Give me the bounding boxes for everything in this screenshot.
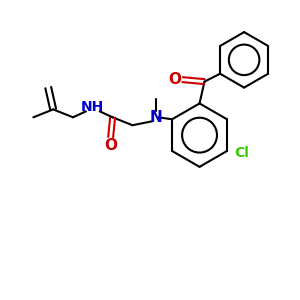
Text: O: O — [168, 72, 181, 87]
Text: NH: NH — [81, 100, 104, 114]
Text: Cl: Cl — [234, 146, 249, 160]
Text: O: O — [104, 137, 117, 152]
Text: N: N — [150, 110, 163, 125]
